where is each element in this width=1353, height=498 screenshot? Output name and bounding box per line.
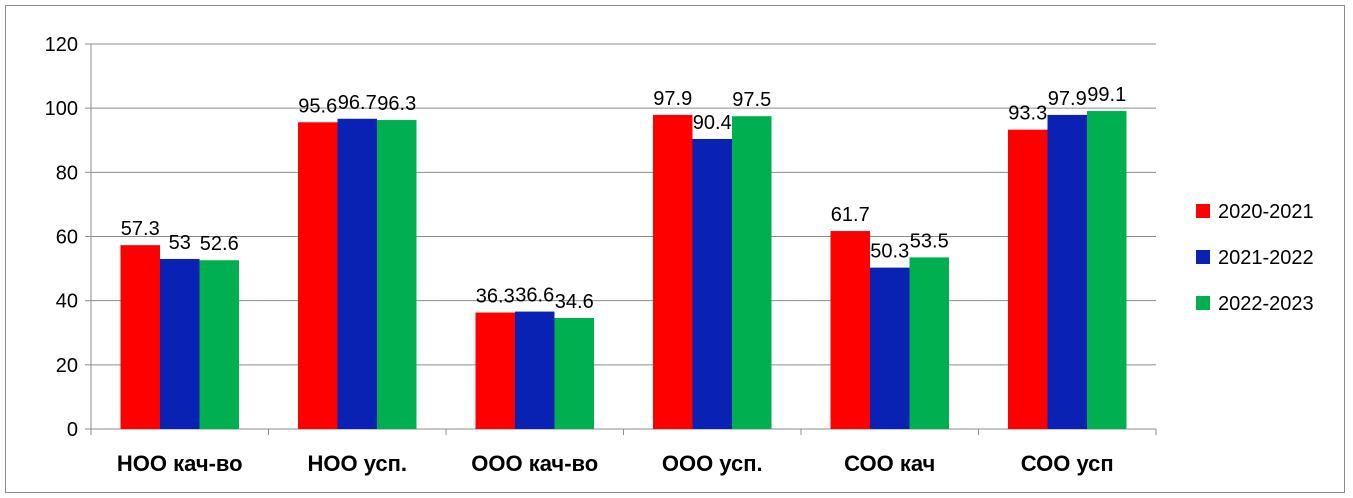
data-label: 50.3 <box>870 241 909 263</box>
bar <box>732 116 772 429</box>
data-label: 53 <box>169 232 191 254</box>
axes <box>85 43 1157 435</box>
data-label: 52.6 <box>200 233 239 255</box>
x-tick-labels: НОО кач-во НОО усп. ООО кач-во ООО усп. СОО … <box>117 451 1114 476</box>
legend-swatch <box>1196 204 1210 218</box>
bar <box>554 317 594 429</box>
bar <box>337 118 377 430</box>
data-label: 97.9 <box>1048 88 1087 110</box>
data-label: 95.6 <box>298 95 337 117</box>
legend-swatch <box>1196 250 1210 264</box>
bar <box>377 120 417 429</box>
legend-label: 2021-2022 <box>1218 247 1314 269</box>
legend: 2020-2021 2021-2022 2022-2023 <box>1196 201 1314 315</box>
bar <box>692 138 732 429</box>
y-tick-label: 40 <box>56 291 78 313</box>
legend-label: 2020-2021 <box>1218 201 1314 223</box>
bar-chart: 0 20 40 60 80 100 120 57.3 53 52.6 95.6 96.7 96.3 36… <box>45 34 1314 476</box>
data-labels: 57.353 52.695.6 96.7 96.336.3 36.6 34.697.990… <box>121 84 1126 313</box>
data-label: 53.5 <box>910 230 949 252</box>
bar <box>830 231 870 429</box>
data-label: 97.9 <box>653 88 692 110</box>
y-tick-label: 100 <box>45 98 78 120</box>
x-tick-label: СОО кач <box>844 451 935 476</box>
y-tick-labels: 0 20 40 60 80 100 120 <box>45 34 78 441</box>
bars <box>120 111 1127 430</box>
bar <box>199 260 239 429</box>
y-tick-label: 0 <box>67 419 78 441</box>
data-label: 36.6 <box>515 285 554 307</box>
data-label: 93.3 <box>1008 103 1047 125</box>
data-label: 36.3 <box>476 286 515 308</box>
data-label: 90.4 <box>693 112 732 134</box>
bar <box>475 312 515 429</box>
legend-swatch <box>1196 296 1210 310</box>
bar <box>1087 111 1127 429</box>
gridlines <box>91 43 1156 366</box>
y-tick-label: 120 <box>45 34 78 56</box>
x-tick-label: НОО усп. <box>307 451 407 476</box>
bar <box>1008 129 1048 429</box>
bar <box>515 311 555 429</box>
y-tick-label: 80 <box>56 162 78 184</box>
x-tick-label: ООО кач-во <box>471 451 598 476</box>
data-label: 96.3 <box>377 93 416 115</box>
bar <box>909 257 949 429</box>
data-label: 34.6 <box>555 291 594 313</box>
data-label: 61.7 <box>831 204 870 226</box>
y-tick-label: 60 <box>56 227 78 249</box>
data-label: 96.7 <box>338 92 377 114</box>
bar <box>120 245 160 429</box>
bar <box>1047 114 1087 429</box>
bar <box>298 122 338 430</box>
bar <box>653 114 693 429</box>
bar <box>870 267 910 429</box>
x-tick-label: СОО усп <box>1021 451 1114 476</box>
chart-frame: 0 20 40 60 80 100 120 57.3 53 52.6 95.6 96.7 96.3 36… <box>5 5 1345 493</box>
x-tick-label: ООО усп. <box>662 451 763 476</box>
x-tick-label: НОО кач-во <box>117 451 243 476</box>
legend-label: 2022-2023 <box>1218 293 1314 315</box>
data-label: 57.3 <box>121 218 160 240</box>
data-label: 99.1 <box>1087 84 1126 106</box>
data-label: 97.5 <box>732 89 771 111</box>
bar <box>160 258 200 429</box>
y-tick-label: 20 <box>56 355 78 377</box>
